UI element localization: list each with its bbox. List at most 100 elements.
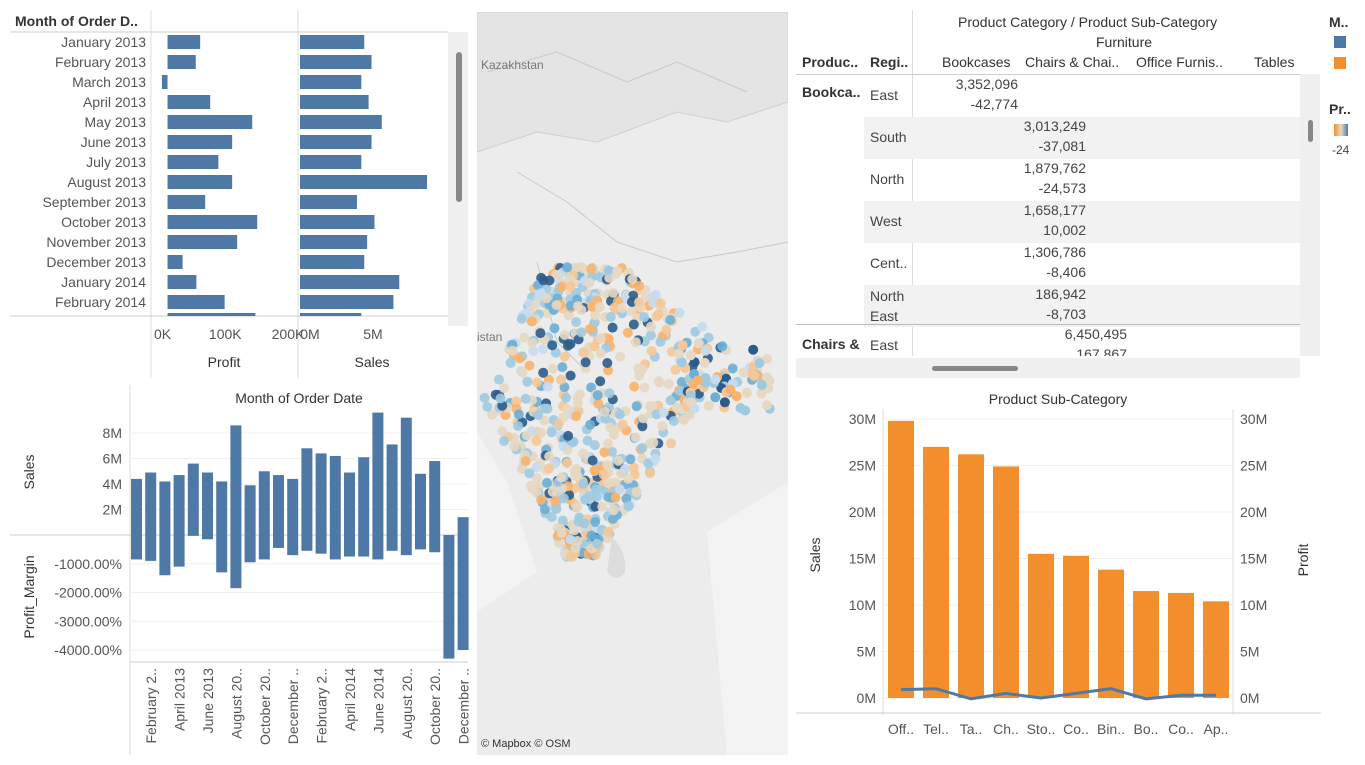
v-scrollbar-track[interactable] xyxy=(1300,74,1320,356)
map-point xyxy=(538,344,549,354)
sales-bar xyxy=(386,444,398,535)
margin-tick-label: -1000.00% xyxy=(54,556,122,572)
region-cell: West xyxy=(870,213,902,229)
map-point xyxy=(602,358,613,368)
sales-bar xyxy=(173,475,185,535)
map-point xyxy=(505,357,516,368)
crosstab-row[interactable]: Cent.. 1,306,786 -8,406 xyxy=(864,243,1300,285)
right-tick-label: 30M xyxy=(1240,411,1267,427)
sales-bar xyxy=(300,95,369,109)
map-point xyxy=(622,327,633,338)
map-point xyxy=(544,463,555,474)
map-point xyxy=(603,438,614,449)
map-point xyxy=(661,324,672,335)
profit-bar xyxy=(167,195,206,209)
map-point xyxy=(607,322,618,333)
h-scrollbar-thumb[interactable] xyxy=(932,366,1018,371)
map-point xyxy=(608,505,619,516)
margin-bar xyxy=(173,535,185,567)
crosstab-row[interactable]: North 1,879,762 -24,573 xyxy=(864,159,1300,201)
row-header-region: Regi.. xyxy=(870,54,909,70)
map-point xyxy=(546,512,557,523)
crosstab-row[interactable]: East 3,352,096 -42,774 xyxy=(796,75,1300,117)
sales-axis-title: Sales xyxy=(21,454,37,489)
sales-bar xyxy=(145,472,157,535)
sales-cell: 1,306,786 xyxy=(1023,244,1086,260)
map-point xyxy=(553,418,564,429)
map-point xyxy=(630,432,641,443)
right-tick-label: 0M xyxy=(1240,690,1259,706)
map-point xyxy=(644,401,655,411)
bottom-right-panel: Product Sub-Category 0M 0M 5M 5M 10M 10M 15M 15M… xyxy=(796,385,1321,760)
map-point xyxy=(531,473,542,484)
map-point xyxy=(562,458,573,468)
map-point xyxy=(700,378,711,388)
map-point xyxy=(578,263,589,274)
map-point xyxy=(572,470,583,481)
map-point xyxy=(710,392,721,403)
margin-bar xyxy=(258,535,270,560)
map-point xyxy=(609,302,620,313)
crosstab-row[interactable]: West 1,658,177 10,002 xyxy=(864,201,1300,243)
month-label: October 2013 xyxy=(61,214,146,230)
group2-sales-cell: 6,450,495 xyxy=(1064,326,1127,342)
map-point xyxy=(539,504,550,515)
map-point xyxy=(700,345,711,356)
col-header-tables: Tables xyxy=(1254,54,1295,70)
map-point xyxy=(692,375,703,386)
map-label-kazakhstan: Kazakhstan xyxy=(481,58,544,72)
month-tick-label: February 2.. xyxy=(143,668,159,743)
map-point xyxy=(544,451,555,462)
scrollbar-thumb[interactable] xyxy=(456,52,462,202)
margin-bar xyxy=(273,535,284,548)
legend-swatch-orange[interactable] xyxy=(1334,57,1346,69)
v-scrollbar-thumb[interactable] xyxy=(1308,120,1313,142)
map-point xyxy=(513,421,524,432)
map-point xyxy=(520,456,531,467)
map-point xyxy=(590,501,601,512)
sales-bar xyxy=(300,55,372,69)
sales-bar xyxy=(244,485,256,535)
map-point xyxy=(604,422,615,433)
map-point xyxy=(565,370,576,381)
map-point xyxy=(699,357,710,368)
map-point xyxy=(584,277,595,288)
map-point xyxy=(595,333,606,344)
left-tick-label: 0M xyxy=(857,690,876,706)
map-point xyxy=(612,265,623,276)
map-point xyxy=(645,330,656,341)
legend-title-measure: M.. xyxy=(1329,14,1349,30)
map-point xyxy=(634,297,644,308)
legend-swatch-blue[interactable] xyxy=(1334,36,1346,48)
map-point xyxy=(604,272,615,283)
india-map[interactable] xyxy=(477,12,788,755)
margin-bar xyxy=(244,535,256,563)
map-point xyxy=(494,374,504,385)
sales-bar xyxy=(358,457,370,535)
h-scrollbar-track[interactable] xyxy=(796,358,1300,378)
month-label: January 2014 xyxy=(61,274,146,290)
map-point xyxy=(674,307,685,318)
map-point xyxy=(608,287,619,298)
map-point xyxy=(482,401,493,412)
map-point xyxy=(582,435,593,446)
map-point xyxy=(497,426,508,437)
crosstab-row[interactable]: North East 186,942 -8,703 xyxy=(864,285,1300,327)
map-panel[interactable]: Kazakhstan istan © Mapbox © OSM xyxy=(477,12,788,755)
sales-cell: 1,658,177 xyxy=(1023,202,1086,218)
profit-bar xyxy=(161,75,168,89)
map-point xyxy=(602,477,613,488)
crosstab-row[interactable]: South 3,013,249 -37,081 xyxy=(864,117,1300,159)
sales-bar xyxy=(1133,591,1159,698)
map-point xyxy=(563,430,574,441)
category-tick-label: Ta.. xyxy=(960,721,983,737)
bottom-left-panel: Month of Order Date 2M 4M 6M 8M -1000.00% -200… xyxy=(10,385,472,760)
sales-bar xyxy=(216,481,228,535)
month-label: August 2013 xyxy=(67,174,146,190)
category-tick-label: Off.. xyxy=(888,721,914,737)
map-point xyxy=(592,390,603,401)
map-point xyxy=(558,493,569,504)
map-point xyxy=(710,374,721,385)
map-point xyxy=(562,262,573,273)
month-label: March 2013 xyxy=(72,74,146,90)
